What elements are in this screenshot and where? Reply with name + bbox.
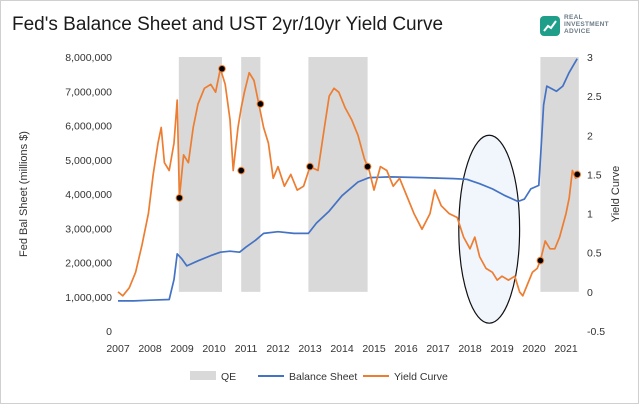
legend-yield-curve-label: Yield Curve: [394, 371, 448, 383]
x-tick-label: 2007: [106, 343, 130, 355]
y-left-tick-label: 7,000,000: [65, 86, 112, 98]
qe-bands: [178, 57, 579, 292]
point-marker: [306, 162, 314, 171]
markers: [175, 64, 582, 265]
y-left-tick-label: 3,000,000: [65, 223, 112, 235]
qe-band: [241, 57, 261, 292]
legend-balance-sheet-label: Balance Sheet: [289, 371, 357, 383]
series-lines: [117, 58, 580, 302]
point-marker: [256, 100, 265, 108]
point-marker: [573, 170, 582, 179]
y-right-tick-label: 2.5: [587, 91, 602, 103]
y-left-tick-label: 5,000,000: [65, 155, 112, 167]
annotation-ellipse: [458, 134, 521, 324]
y-right-tick-label: 1: [587, 209, 593, 221]
y-right-axis-title: Yield Curve: [610, 166, 622, 222]
x-tick-label: 2009: [170, 343, 194, 355]
annotation-ellipse-layer: [458, 134, 521, 324]
x-tick-label: 2008: [138, 343, 162, 355]
logo-text: REAL INVESTMENT ADVICE: [564, 14, 609, 35]
y-right-tick-label: 1.5: [587, 169, 602, 181]
x-tick-label: 2020: [522, 343, 546, 355]
axis-labels: 0 1,000,000 2,000,000 3,000,000 4,000,000 5,0…: [18, 52, 622, 355]
logo-line-2: INVESTMENT: [564, 21, 609, 28]
y-left-tick-label: 2,000,000: [65, 258, 112, 270]
legend: QE Balance Sheet Yield Curve: [190, 371, 448, 383]
point-marker: [237, 166, 245, 175]
x-tick-label: 2021: [554, 343, 578, 355]
x-tick-label: 2016: [394, 343, 418, 355]
y-left-tick-label: 1,000,000: [65, 292, 112, 304]
x-tick-label: 2018: [458, 343, 482, 355]
x-tick-label: 2013: [298, 343, 322, 355]
legend-qe-label: QE: [221, 371, 236, 383]
y-left-tick-label: 4,000,000: [65, 189, 112, 201]
x-tick-label: 2012: [266, 343, 290, 355]
yield-curve-line: [117, 67, 580, 297]
point-marker: [218, 64, 226, 73]
y-right-tick-label: 2: [587, 130, 593, 142]
y-right-tick-label: -0.5: [587, 326, 605, 338]
qe-band: [308, 57, 368, 292]
point-marker: [175, 194, 184, 202]
bull-chart-icon: [540, 16, 560, 36]
x-tick-label: 2010: [202, 343, 226, 355]
point-marker: [536, 256, 545, 265]
logo-line-1: REAL: [564, 14, 583, 21]
x-tick-label: 2014: [330, 343, 354, 355]
legend-qe-swatch: [190, 371, 216, 380]
y-right-tick-label: 0: [587, 287, 593, 299]
x-tick-label: 2019: [490, 343, 514, 355]
y-right-tick-label: 0.5: [587, 248, 602, 260]
balance-sheet-line: [118, 58, 578, 302]
chart-title: Fed's Balance Sheet and UST 2yr/10yr Yie…: [12, 14, 444, 35]
point-marker: [363, 162, 372, 171]
x-tick-label: 2017: [426, 343, 450, 355]
y-left-tick-label: 0: [106, 326, 112, 338]
x-tick-label: 2015: [362, 343, 386, 355]
y-left-axis-title: Fed Bal Sheet (millions $): [18, 131, 30, 257]
logo-line-3: ADVICE: [564, 28, 591, 35]
y-right-tick-label: 3: [587, 52, 593, 64]
y-left-tick-label: 8,000,000: [65, 52, 112, 64]
x-tick-label: 2011: [235, 343, 258, 355]
y-left-tick-label: 6,000,000: [65, 121, 112, 133]
